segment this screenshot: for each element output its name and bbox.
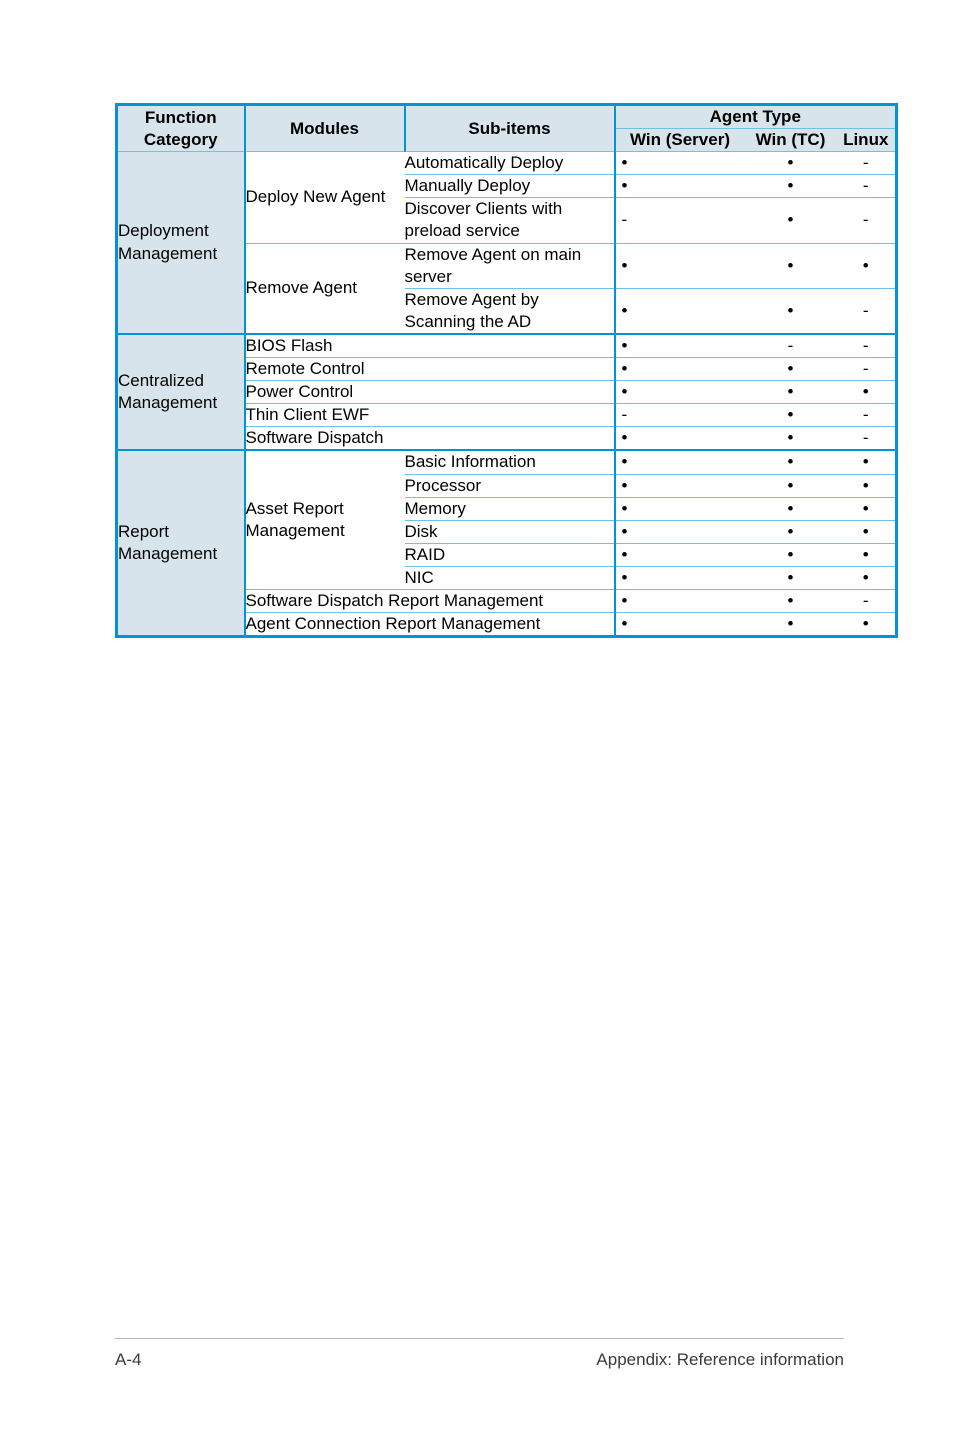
footer-section-title: Appendix: Reference information <box>596 1350 844 1370</box>
agent-type-cell: • <box>615 427 745 451</box>
module-cell: Remove Agent <box>245 243 405 334</box>
module-cell: Asset Report Management <box>245 450 405 589</box>
sub-item-cell: Automatically Deploy <box>405 152 615 175</box>
agent-type-cell: - <box>837 288 897 334</box>
footer-page-number: A-4 <box>115 1350 141 1370</box>
agent-type-cell: • <box>745 358 837 381</box>
agent-type-cell: • <box>837 520 897 543</box>
sub-item-cell: NIC <box>405 566 615 589</box>
sub-item-cell: Basic Information <box>405 450 615 474</box>
agent-type-cell: • <box>615 589 745 612</box>
sub-item-cell: Manually Deploy <box>405 175 615 198</box>
hdr-sub-items: Sub-items <box>405 105 615 152</box>
hdr-function: Function <box>145 108 217 127</box>
sub-item-cell: Remove Agent on main server <box>405 243 615 288</box>
agent-type-cell: • <box>745 152 837 175</box>
agent-type-cell: - <box>837 334 897 358</box>
agent-type-cell: - <box>837 404 897 427</box>
agent-type-cell: • <box>837 613 897 637</box>
module-cell: Agent Connection Report Management <box>245 613 615 637</box>
agent-type-cell: - <box>837 152 897 175</box>
agent-type-cell: • <box>745 404 837 427</box>
agent-type-cell: • <box>615 613 745 637</box>
agent-type-cell: • <box>615 175 745 198</box>
module-cell: BIOS Flash <box>245 334 615 358</box>
agent-type-cell: • <box>615 474 745 497</box>
agent-type-cell: • <box>745 243 837 288</box>
sub-item-cell: Remove Agent by Scanning the AD <box>405 288 615 334</box>
sub-item-cell: Processor <box>405 474 615 497</box>
category-cell: Deployment Management <box>117 152 245 334</box>
hdr-linux: Linux <box>837 129 897 152</box>
agent-type-cell: • <box>615 288 745 334</box>
hdr-win-tc: Win (TC) <box>745 129 837 152</box>
agent-type-cell: • <box>745 497 837 520</box>
agent-type-cell: • <box>615 358 745 381</box>
agent-type-cell: • <box>837 497 897 520</box>
agent-type-cell: • <box>837 474 897 497</box>
agent-type-cell: - <box>745 334 837 358</box>
table-row: Report ManagementAsset Report Management… <box>117 450 897 474</box>
agent-type-cell: - <box>615 404 745 427</box>
module-cell: Deploy New Agent <box>245 152 405 243</box>
agent-type-cell: • <box>837 450 897 474</box>
feature-matrix-table: Function Category Modules Sub-items Agen… <box>115 103 898 638</box>
agent-type-cell: • <box>745 427 837 451</box>
module-cell: Thin Client EWF <box>245 404 615 427</box>
agent-type-cell: • <box>837 243 897 288</box>
agent-type-cell: • <box>615 520 745 543</box>
agent-type-cell: - <box>615 198 745 243</box>
agent-type-cell: • <box>745 566 837 589</box>
agent-type-cell: • <box>615 497 745 520</box>
hdr-modules: Modules <box>245 105 405 152</box>
agent-type-cell: • <box>745 288 837 334</box>
agent-type-cell: • <box>745 175 837 198</box>
category-cell: Centralized Management <box>117 334 245 450</box>
agent-type-cell: • <box>745 543 837 566</box>
module-cell: Remote Control <box>245 358 615 381</box>
agent-type-cell: - <box>837 198 897 243</box>
module-cell: Power Control <box>245 381 615 404</box>
agent-type-cell: • <box>615 381 745 404</box>
agent-type-cell: • <box>837 566 897 589</box>
agent-type-cell: • <box>615 243 745 288</box>
hdr-win-server: Win (Server) <box>615 129 745 152</box>
hdr-function-category: Function Category <box>117 105 245 152</box>
agent-type-cell: • <box>745 474 837 497</box>
agent-type-cell: • <box>745 381 837 404</box>
page-footer: A-4 Appendix: Reference information <box>0 1338 954 1370</box>
agent-type-cell: • <box>745 198 837 243</box>
table-row: Centralized ManagementBIOS Flash•-- <box>117 334 897 358</box>
table-row: Deployment ManagementDeploy New AgentAut… <box>117 152 897 175</box>
sub-item-cell: RAID <box>405 543 615 566</box>
agent-type-cell: • <box>745 613 837 637</box>
agent-type-cell: • <box>615 543 745 566</box>
agent-type-cell: • <box>615 334 745 358</box>
agent-type-cell: • <box>837 543 897 566</box>
agent-type-cell: - <box>837 358 897 381</box>
agent-type-cell: - <box>837 589 897 612</box>
agent-type-cell: • <box>837 381 897 404</box>
agent-type-cell: • <box>615 152 745 175</box>
agent-type-cell: • <box>745 450 837 474</box>
table-body: Deployment ManagementDeploy New AgentAut… <box>117 152 897 637</box>
agent-type-cell: - <box>837 175 897 198</box>
sub-item-cell: Discover Clients with preload service <box>405 198 615 243</box>
category-cell: Report Management <box>117 450 245 636</box>
module-cell: Software Dispatch <box>245 427 615 451</box>
module-cell: Software Dispatch Report Management <box>245 589 615 612</box>
agent-type-cell: • <box>615 566 745 589</box>
agent-type-cell: • <box>615 450 745 474</box>
sub-item-cell: Disk <box>405 520 615 543</box>
hdr-agent-type: Agent Type <box>615 105 897 129</box>
agent-type-cell: - <box>837 427 897 451</box>
sub-item-cell: Memory <box>405 497 615 520</box>
agent-type-cell: • <box>745 520 837 543</box>
hdr-category: Category <box>144 130 218 149</box>
agent-type-cell: • <box>745 589 837 612</box>
